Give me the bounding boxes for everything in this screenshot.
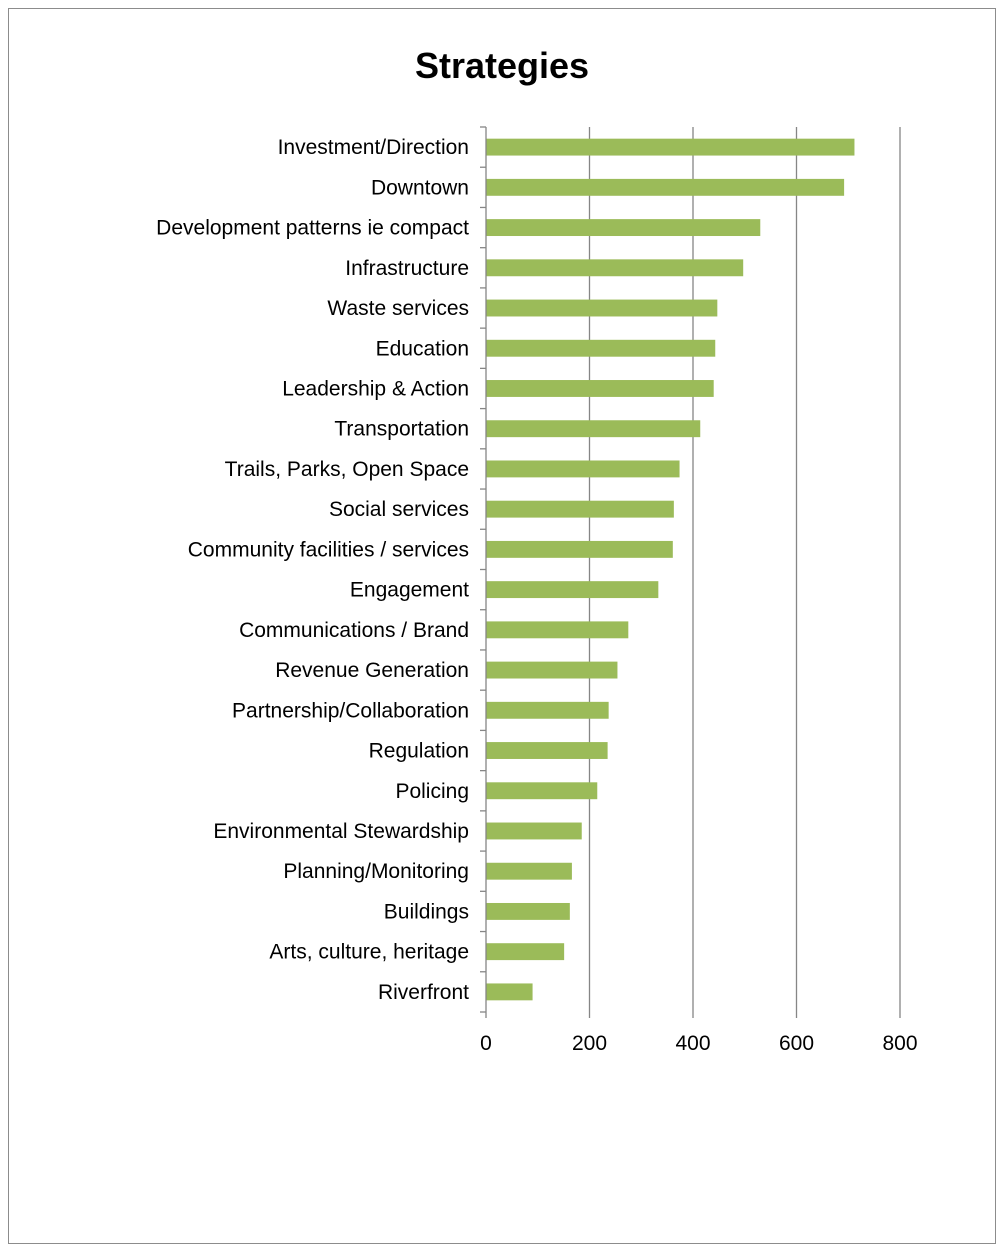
bar <box>486 701 609 719</box>
category-label: Investment/Direction <box>278 136 469 159</box>
bar <box>486 782 598 800</box>
bar <box>486 742 608 759</box>
category-label: Downtown <box>371 176 469 199</box>
chart-title: Strategies <box>414 45 590 86</box>
bar <box>486 460 680 478</box>
value-tick-label: 0 <box>480 1032 492 1055</box>
bar <box>486 339 716 357</box>
category-label: Trails, Parks, Open Space <box>225 458 469 481</box>
bar <box>486 299 718 317</box>
value-tick-label: 800 <box>882 1032 917 1055</box>
chart-frame: Strategies 0 200 400 600 800 Investment/Dire… <box>8 8 996 1244</box>
category-label: Riverfront <box>378 981 469 1004</box>
category-label: Buildings <box>384 900 469 923</box>
bar <box>486 138 855 156</box>
bars <box>486 138 855 1001</box>
bar <box>486 500 674 518</box>
bar-chart: 0 200 400 600 800 Investment/Direction Downto… <box>156 126 918 1055</box>
category-label: Transportation <box>334 418 469 441</box>
category-label: Waste services <box>327 297 469 320</box>
category-label: Infrastructure <box>345 257 469 280</box>
bar <box>486 822 582 840</box>
value-axis: 0 200 400 600 800 <box>480 126 918 1055</box>
bar <box>486 380 714 397</box>
category-label: Community facilities / services <box>188 538 469 561</box>
bar <box>486 983 533 1001</box>
bar <box>486 661 618 679</box>
bar <box>486 943 565 961</box>
category-label: Education <box>376 337 469 360</box>
category-label: Policing <box>395 780 469 803</box>
value-tick-label: 400 <box>675 1032 710 1055</box>
bar <box>486 621 629 639</box>
value-tick-label: 600 <box>779 1032 814 1055</box>
category-label: Leadership & Action <box>282 377 469 400</box>
category-label: Environmental Stewardship <box>213 820 469 843</box>
bar <box>486 219 761 237</box>
bar <box>486 862 572 880</box>
category-label: Engagement <box>350 579 469 602</box>
bar <box>486 420 701 438</box>
category-label: Communications / Brand <box>239 619 469 642</box>
category-label: Development patterns ie compact <box>156 217 469 240</box>
category-label: Regulation <box>369 740 469 763</box>
value-tick-label: 200 <box>572 1032 607 1055</box>
category-label: Partnership/Collaboration <box>232 699 469 722</box>
category-label: Revenue Generation <box>275 659 469 682</box>
bar <box>486 581 659 599</box>
category-label: Arts, culture, heritage <box>269 941 469 964</box>
bar <box>486 902 570 920</box>
category-labels: Investment/Direction Downtown Development … <box>156 136 469 1004</box>
category-label: Social services <box>329 498 469 521</box>
bar <box>486 540 673 558</box>
category-label: Planning/Monitoring <box>283 860 469 883</box>
bar <box>486 178 845 196</box>
bar <box>486 259 744 277</box>
